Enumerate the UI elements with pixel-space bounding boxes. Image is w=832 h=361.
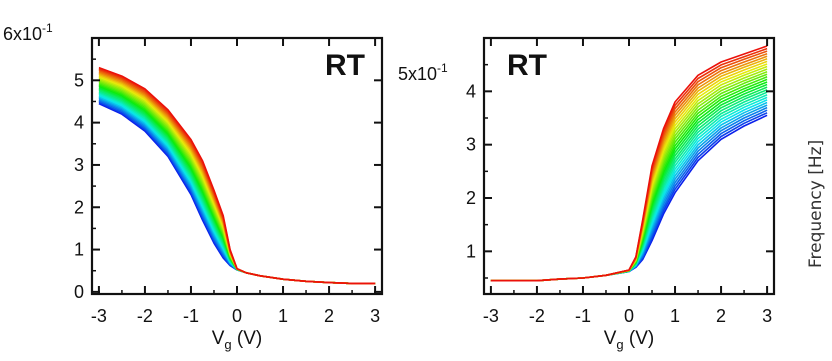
series-line-0 xyxy=(490,45,768,282)
series-line-12 xyxy=(490,76,768,282)
x-tick-label: 2 xyxy=(716,306,726,326)
y-multiplier-label: 6x10-1 xyxy=(3,21,53,44)
panel-label: RT xyxy=(507,49,547,82)
y-tick-label: 2 xyxy=(466,188,476,208)
x-axis-title-unit: (V) xyxy=(232,328,263,349)
y-tick-label: 3 xyxy=(74,155,84,175)
y-tick-label: 5 xyxy=(74,70,84,90)
x-tick-label: -3 xyxy=(483,306,499,326)
x-axis-title-subscript: g xyxy=(616,337,623,352)
series-line-0 xyxy=(98,66,376,285)
y-tick-label: 1 xyxy=(74,240,84,260)
y-tick-label: 2 xyxy=(74,197,84,217)
y-tick-label: 1 xyxy=(466,241,476,261)
left-chart: -3 -2 -1 0 1 2 3 0 1 2 3 4 5 6x10-1 RT Vg (V) xyxy=(3,21,384,352)
x-axis-title: Vg (V) xyxy=(604,328,655,352)
x-tick-label: -2 xyxy=(137,306,153,326)
x-tick-label: 2 xyxy=(324,306,334,326)
x-axis-title-subscript: g xyxy=(224,337,231,352)
curve-group xyxy=(98,66,376,285)
x-tick-label: 0 xyxy=(624,306,634,326)
series-line-26 xyxy=(490,112,768,282)
y-multiplier-exponent: -1 xyxy=(42,21,53,35)
x-tick-label: 0 xyxy=(232,306,242,326)
x-tick-label: 1 xyxy=(278,306,288,326)
x-tick-label: -3 xyxy=(91,306,107,326)
y-multiplier-exponent: -1 xyxy=(437,61,448,75)
series-line-21 xyxy=(490,99,768,282)
y-tick-label: 4 xyxy=(74,113,84,133)
panel-label: RT xyxy=(325,49,365,82)
series-line-9 xyxy=(490,68,768,282)
series-line-3 xyxy=(490,52,768,282)
right-chart: -3 -2 -1 0 1 2 3 1 2 3 4 5x10-1 RT Vg (V) xyxy=(398,36,776,352)
x-tick-label: -1 xyxy=(183,306,199,326)
x-tick-label: -2 xyxy=(529,306,545,326)
series-line-13 xyxy=(490,78,768,282)
y-multiplier-label: 5x10-1 xyxy=(398,61,448,84)
x-axis-title-main: V xyxy=(604,328,617,349)
series-line-8 xyxy=(490,65,768,282)
x-tick-label: 3 xyxy=(762,306,772,326)
x-axis-title-main: V xyxy=(212,328,225,349)
y-tick-label: 0 xyxy=(74,282,84,302)
x-axis-title-unit: (V) xyxy=(624,328,655,349)
y-tick-label: 3 xyxy=(466,135,476,155)
series-line-22 xyxy=(490,101,768,282)
y-tick-label: 4 xyxy=(466,81,476,101)
colorbar-label: Frequency [Hz] xyxy=(806,140,826,268)
series-line-4 xyxy=(490,55,768,282)
x-tick-label: 1 xyxy=(670,306,680,326)
series-line-17 xyxy=(490,88,768,282)
x-axis-title: Vg (V) xyxy=(212,328,263,352)
series-line-26 xyxy=(98,101,376,285)
x-tick-label: 3 xyxy=(370,306,380,326)
series-line-27 xyxy=(98,102,376,285)
curve-group xyxy=(490,45,768,282)
x-tick-label: -1 xyxy=(575,306,591,326)
series-line-27 xyxy=(490,114,768,282)
